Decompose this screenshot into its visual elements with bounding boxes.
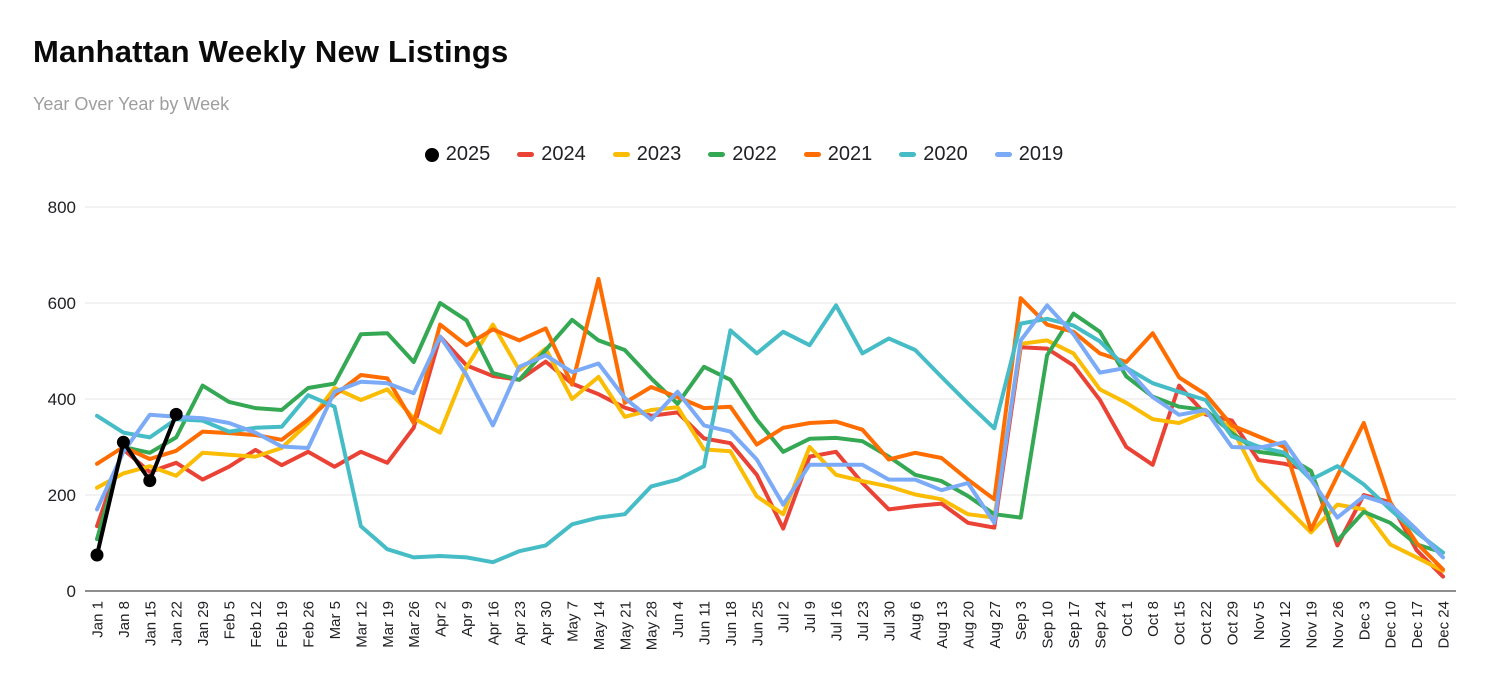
x-tick-label: Apr 16 bbox=[485, 601, 502, 645]
x-tick-label: Aug 13 bbox=[934, 601, 951, 649]
x-tick-label: Feb 19 bbox=[274, 601, 291, 648]
legend-item-2020[interactable]: 2020 bbox=[899, 143, 968, 166]
legend-label: 2024 bbox=[541, 143, 586, 165]
x-tick-label: Jan 22 bbox=[169, 601, 186, 646]
legend-label: 2023 bbox=[636, 143, 682, 165]
x-tick-label: Jan 15 bbox=[142, 601, 159, 646]
series-line-2021[interactable] bbox=[95, 277, 1445, 572]
x-tick-label: May 21 bbox=[617, 601, 634, 650]
legend-label: 2019 bbox=[1018, 143, 1064, 165]
x-tick-label: Sep 17 bbox=[1066, 601, 1083, 649]
series-line-2020[interactable] bbox=[95, 303, 1445, 565]
x-tick-label: Jun 25 bbox=[749, 601, 766, 646]
x-tick-label: Feb 26 bbox=[301, 601, 318, 648]
legend-label: 2020 bbox=[923, 143, 968, 165]
x-tick-label: Jun 4 bbox=[670, 601, 687, 638]
x-tick-label: Apr 23 bbox=[512, 601, 529, 645]
x-tick-label: Oct 22 bbox=[1198, 601, 1215, 645]
x-tick-label: Aug 6 bbox=[908, 601, 925, 640]
x-tick-label: Mar 12 bbox=[353, 601, 370, 648]
chart-title: Manhattan Weekly New Listings bbox=[33, 34, 509, 69]
x-tick-label: May 14 bbox=[591, 601, 608, 650]
x-tick-label: Oct 29 bbox=[1224, 601, 1241, 645]
legend-marker-2022 bbox=[708, 152, 726, 157]
legend-marker-2021 bbox=[803, 152, 821, 157]
x-tick-label: Jul 30 bbox=[881, 601, 898, 641]
x-tick-label: Nov 12 bbox=[1277, 601, 1294, 649]
x-tick-label: Apr 9 bbox=[459, 601, 476, 637]
x-tick-label: Feb 5 bbox=[221, 601, 238, 639]
x-tick-label: May 28 bbox=[644, 601, 661, 650]
legend-marker-2023 bbox=[612, 152, 630, 157]
y-tick-label: 400 bbox=[48, 390, 76, 409]
x-tick-label: Dec 17 bbox=[1409, 601, 1426, 649]
legend-item-2021[interactable]: 2021 bbox=[803, 143, 873, 166]
legend-label: 2021 bbox=[827, 143, 873, 165]
legend-marker-2019 bbox=[994, 152, 1012, 157]
x-tick-label: Jan 1 bbox=[90, 601, 107, 638]
x-tick-label: Feb 12 bbox=[248, 601, 265, 648]
x-tick-label: Mar 26 bbox=[406, 601, 423, 648]
x-tick-label: Nov 19 bbox=[1304, 601, 1321, 649]
x-tick-label: Jan 8 bbox=[116, 601, 133, 638]
legend-label: 2025 bbox=[445, 143, 491, 165]
y-tick-label: 0 bbox=[67, 582, 76, 601]
y-tick-label: 600 bbox=[48, 294, 76, 313]
x-tick-label: Aug 20 bbox=[960, 601, 977, 649]
legend-item-2023[interactable]: 2023 bbox=[612, 143, 682, 166]
series-line-2019[interactable] bbox=[95, 303, 1445, 560]
legend-label: 2022 bbox=[732, 143, 777, 165]
x-tick-label: Jun 18 bbox=[723, 601, 740, 646]
y-tick-label: 800 bbox=[48, 198, 76, 217]
series-line-2025[interactable] bbox=[95, 412, 179, 557]
x-tick-label: Apr 2 bbox=[433, 601, 450, 637]
x-tick-label: Dec 3 bbox=[1356, 601, 1373, 640]
x-tick-label: Dec 10 bbox=[1383, 601, 1400, 649]
x-tick-label: Sep 10 bbox=[1040, 601, 1057, 649]
x-tick-label: Oct 1 bbox=[1119, 601, 1136, 637]
y-tick-label: 200 bbox=[48, 486, 76, 505]
series-point-2025[interactable] bbox=[90, 548, 104, 562]
x-tick-label: Oct 8 bbox=[1145, 601, 1162, 637]
x-tick-label: Mar 19 bbox=[380, 601, 397, 648]
series-point-2025[interactable] bbox=[169, 407, 183, 421]
legend-marker-2024 bbox=[517, 152, 535, 157]
legend-item-2019[interactable]: 2019 bbox=[994, 143, 1064, 166]
x-tick-label: Jun 11 bbox=[697, 601, 714, 645]
x-tick-label: Nov 5 bbox=[1251, 601, 1268, 640]
legend-item-2022[interactable]: 2022 bbox=[708, 143, 777, 166]
legend-item-2025[interactable]: 2025 bbox=[424, 143, 491, 166]
series-line-2024[interactable] bbox=[95, 334, 1445, 579]
x-tick-label: Aug 27 bbox=[987, 601, 1004, 649]
x-tick-label: Oct 15 bbox=[1172, 601, 1189, 645]
x-tick-label: Mar 5 bbox=[327, 601, 344, 639]
x-tick-label: Jan 29 bbox=[195, 601, 212, 646]
x-tick-label: Nov 26 bbox=[1330, 601, 1347, 649]
legend-marker-2025 bbox=[424, 147, 439, 162]
legend-marker-2020 bbox=[899, 152, 917, 157]
legend-item-2024[interactable]: 2024 bbox=[517, 143, 586, 166]
x-tick-label: Jul 16 bbox=[828, 601, 845, 641]
x-tick-label: Apr 30 bbox=[538, 601, 555, 645]
x-tick-label: Jul 9 bbox=[802, 601, 819, 633]
x-tick-label: Dec 24 bbox=[1436, 601, 1453, 649]
x-tick-label: Jul 23 bbox=[855, 601, 872, 641]
series-point-2025[interactable] bbox=[116, 435, 130, 449]
x-tick-label: Sep 3 bbox=[1013, 601, 1030, 640]
series-point-2025[interactable] bbox=[143, 474, 157, 488]
chart-subtitle: Year Over Year by Week bbox=[33, 94, 230, 114]
x-tick-label: May 7 bbox=[565, 601, 582, 642]
x-tick-label: Jul 2 bbox=[776, 601, 793, 633]
legend: 2025 2024 2023 2022 2021 2020 2019 bbox=[0, 143, 1488, 166]
x-tick-label: Sep 24 bbox=[1092, 601, 1109, 649]
